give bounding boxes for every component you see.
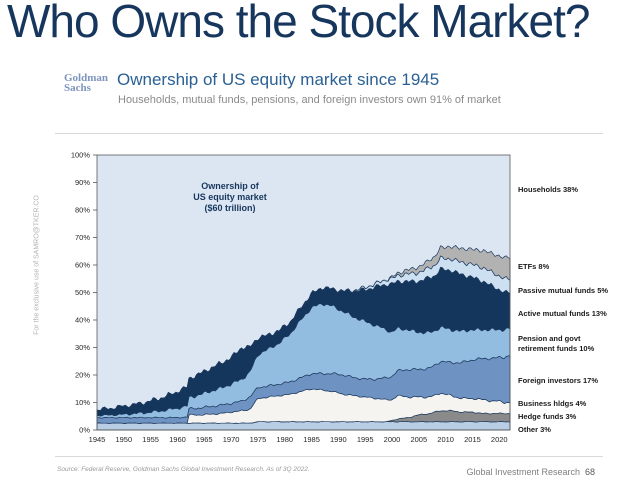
annotation-line-2: US equity market <box>193 192 267 202</box>
ownership-area-chart: 100% 90% 80% 70% 60% 50% 40% 30% 20% 10% 0%1945 195… <box>71 151 511 444</box>
svg-text:1980: 1980 <box>276 435 293 444</box>
svg-text:20%: 20% <box>75 371 90 380</box>
legend-pension-line-2: retirement funds 10% <box>518 343 595 353</box>
exclusive-use-watermark: For the exclusive use of SAMRO@TKER.CO <box>33 195 41 335</box>
svg-text:1955: 1955 <box>142 435 159 444</box>
svg-text:50%: 50% <box>75 288 90 297</box>
chart-subheading: Households, mutual funds, pensions, and … <box>118 94 501 106</box>
chart-heading: Ownership of US equity market since 1945 <box>117 70 440 89</box>
footer-label: Global Investment Research <box>466 467 580 477</box>
legend-business-holdings: Business hldgs 4% <box>518 399 587 408</box>
svg-text:1945: 1945 <box>89 435 106 444</box>
svg-text:2000: 2000 <box>384 435 401 444</box>
svg-text:2015: 2015 <box>464 435 481 444</box>
svg-text:70%: 70% <box>75 233 90 242</box>
svg-text:40%: 40% <box>75 316 90 325</box>
goldman-sachs-logo: Goldman Sachs <box>64 72 109 94</box>
svg-text:90%: 90% <box>75 178 90 187</box>
chart-area: 100% 90% 80% 70% 60% 50% 40% 30% 20% 10% 0% 1945 195… <box>55 142 525 452</box>
svg-text:2005: 2005 <box>410 435 427 444</box>
legend-other: Other 3% <box>518 425 551 434</box>
svg-text:1995: 1995 <box>357 435 374 444</box>
svg-text:10%: 10% <box>75 398 90 407</box>
legend-foreign-investors: Foreign investors 17% <box>518 376 599 385</box>
annotation-line-3: ($60 trillion) <box>204 203 256 213</box>
svg-text:1975: 1975 <box>250 435 267 444</box>
legend-etfs: ETFs 8% <box>518 262 550 271</box>
svg-text:1990: 1990 <box>330 435 347 444</box>
svg-text:80%: 80% <box>75 206 90 215</box>
svg-text:1970: 1970 <box>223 435 240 444</box>
svg-text:1960: 1960 <box>169 435 186 444</box>
svg-text:1950: 1950 <box>115 435 132 444</box>
legend-hedge-funds: Hedge funds 3% <box>518 412 577 421</box>
legend-passive-mutual-funds: Passive mutual funds 5% <box>518 286 609 295</box>
chart-annotation: Ownership of US equity market ($60 trill… <box>152 181 308 214</box>
svg-text:2010: 2010 <box>437 435 454 444</box>
footer-divider <box>55 456 603 457</box>
annotation-line-1: Ownership of <box>201 181 259 191</box>
page-number: 68 <box>585 467 596 477</box>
svg-text:30%: 30% <box>75 343 90 352</box>
legend-households: Households 38% <box>518 185 579 194</box>
source-note: Source: Federal Reserve, Goldman Sachs G… <box>57 466 310 473</box>
logo-line-1: Goldman <box>64 72 109 84</box>
svg-text:1985: 1985 <box>303 435 320 444</box>
svg-text:2020: 2020 <box>491 435 508 444</box>
svg-text:100%: 100% <box>71 151 91 160</box>
svg-text:1965: 1965 <box>196 435 213 444</box>
legend-active-mutual-funds: Active mutual funds 13% <box>518 309 607 318</box>
logo-line-2: Sachs <box>64 82 91 94</box>
svg-text:0%: 0% <box>79 426 90 435</box>
header-divider <box>55 133 603 134</box>
page-title: Who Owns the Stock Market? <box>7 0 590 47</box>
legend-pension-line-1: Pension and govt <box>518 334 581 343</box>
svg-text:60%: 60% <box>75 261 90 270</box>
legend-pension-funds: Pension and govt retirement funds 10% <box>518 334 594 353</box>
